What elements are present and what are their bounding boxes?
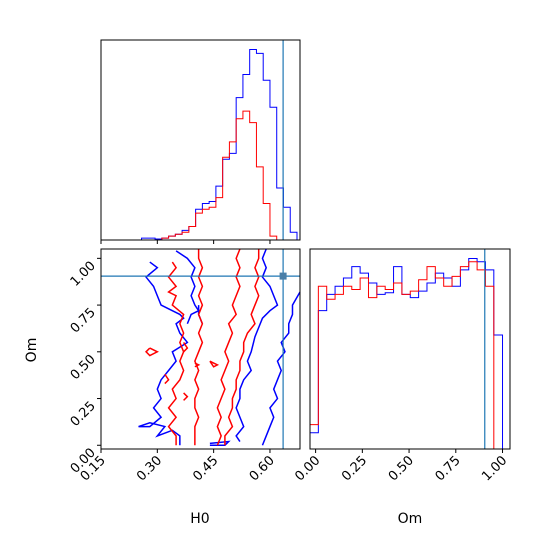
panel-frame [100, 39, 301, 241]
x-axis-label-om: Om [398, 511, 423, 527]
truth-marker [279, 272, 287, 280]
contour-line [164, 373, 170, 385]
hist-h0-panel [100, 39, 301, 244]
contour-line [167, 261, 185, 446]
hist-series-1 [309, 261, 503, 450]
contour-line [224, 249, 260, 446]
contour-line [182, 342, 189, 353]
contour-line [209, 360, 220, 368]
y-tick-label: 0.25 [68, 399, 99, 430]
x-tick-label: 0.60 [247, 453, 278, 484]
contour-line [175, 250, 200, 325]
contour-line [183, 392, 189, 401]
hist-series-0 [309, 258, 504, 449]
contour-line [235, 248, 279, 442]
contour-line [138, 261, 189, 446]
x-tick-label: 0.50 [386, 453, 417, 484]
x-tick-label: 0.00 [292, 453, 323, 484]
hist-series-1 [101, 110, 297, 241]
x-tick-label: 0.30 [134, 453, 165, 484]
x-axis-label-h0: H0 [190, 511, 209, 527]
contour-panel: 0.15 0.30 0.45 0.600.000.250.500.751.00 [68, 248, 301, 484]
hist-om-panel: 0.00 0.25 0.50 0.75 1.00 [292, 248, 511, 484]
panel-frame [100, 248, 301, 450]
x-tick-label: 1.00 [479, 453, 510, 484]
y-tick-label: 0.75 [68, 305, 99, 336]
contour-line [261, 291, 301, 446]
x-tick-label: 0.75 [433, 453, 464, 484]
x-tick-label: 0.45 [190, 453, 221, 484]
hist-series-0 [101, 49, 298, 241]
panel-frame [309, 248, 511, 450]
x-tick-label: 0.25 [339, 453, 370, 484]
contour-line [216, 248, 241, 446]
y-tick-label: 0.50 [68, 352, 99, 383]
contour-line [194, 362, 201, 368]
contour-line [194, 249, 204, 446]
contour-line [144, 347, 160, 357]
y-axis-label-om: Om [24, 338, 40, 363]
y-tick-label: 1.00 [68, 259, 99, 290]
